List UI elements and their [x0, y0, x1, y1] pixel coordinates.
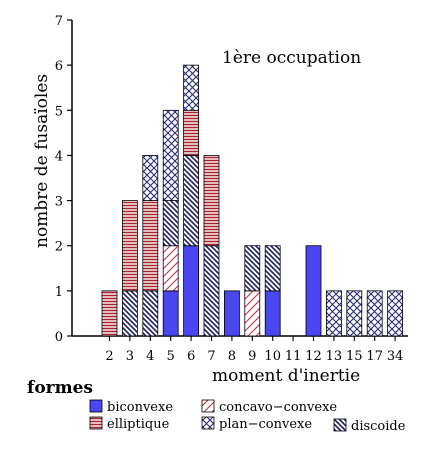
bar-segment-biconvexe [223, 290, 240, 337]
bar-segment-discoide [203, 245, 220, 337]
y-tick-label: 0 [55, 330, 63, 345]
bar-segment-biconvexe [264, 290, 281, 337]
bar-segment-biconvexe [162, 290, 179, 337]
y-axis-label: nombre de fusaïoles [32, 74, 52, 248]
x-axis-ticks: 2 3 4 5 6 7 8 9 10 11 12 13 15 17 34 [105, 336, 403, 364]
legend-label-concavo: concavo−convexe [219, 400, 337, 415]
bar-segment-concavo [162, 245, 179, 292]
bar-segment-elliptique [203, 155, 220, 247]
y-tick-label: 6 [55, 59, 63, 74]
x-tick-label: 13 [326, 349, 343, 364]
x-tick-label: 10 [264, 349, 281, 364]
bar-segment-elliptique [183, 109, 200, 156]
bars-group [101, 64, 404, 337]
x-tick-label: 4 [146, 349, 154, 364]
legend-label-discoide: discoide [351, 419, 406, 434]
x-axis-label: moment d'inertie [212, 366, 360, 386]
bar-segment-biconvexe [183, 245, 200, 337]
bar-segment-elliptique [101, 290, 118, 337]
legend-swatch-elliptique [89, 416, 103, 430]
legend-label-biconvexe: biconvexe [107, 400, 173, 415]
bar-segment-elliptique [122, 200, 138, 292]
legend-swatch-concavo [201, 399, 215, 413]
chart-title: 1ère occupation [222, 48, 361, 68]
bar-segment-discoide [162, 200, 179, 247]
legend-label-elliptique: elliptique [107, 417, 170, 432]
x-tick-label: 15 [346, 349, 363, 364]
bar-segment-discoide [264, 245, 281, 292]
y-tick-label: 3 [55, 195, 63, 210]
bar-segment-plan [183, 64, 200, 111]
bar-segment-plan [387, 290, 404, 337]
bar-segment-plan [346, 290, 363, 337]
x-tick-label: 34 [387, 349, 404, 364]
x-tick-label: 6 [187, 349, 195, 364]
bar-segment-discoide [142, 290, 159, 337]
bar-segment-concavo [244, 290, 261, 337]
bar-segment-discoide [183, 155, 200, 247]
y-tick-label: 1 [55, 285, 63, 300]
bar-segment-discoide [122, 290, 138, 337]
y-axis-ticks: 0 1 2 3 4 5 6 7 [55, 14, 72, 345]
y-tick-label: 5 [55, 104, 63, 119]
x-tick-label: 9 [248, 349, 256, 364]
bar-segment-plan [325, 290, 342, 337]
bar-segment-biconvexe [305, 245, 322, 337]
bar-segment-plan [366, 290, 383, 337]
y-tick-label: 2 [55, 240, 63, 255]
legend-label-plan: plan−convexe [219, 417, 312, 432]
x-tick-label: 11 [285, 349, 302, 364]
legend-title: formes [27, 378, 93, 398]
legend-swatch-discoide [333, 418, 347, 432]
bar-segment-discoide [244, 245, 261, 292]
bar-segment-plan [162, 109, 179, 201]
legend: formes biconvexe concavo−convexe elliptiqu… [27, 378, 406, 434]
x-tick-label: 17 [366, 349, 383, 364]
y-tick-label: 4 [55, 149, 63, 164]
y-tick-label: 7 [55, 14, 63, 29]
bar-segment-elliptique [142, 200, 159, 292]
legend-swatch-biconvexe [89, 399, 103, 413]
x-tick-label: 7 [207, 349, 215, 364]
x-tick-label: 8 [228, 349, 236, 364]
bar-segment-plan [142, 155, 159, 201]
x-tick-label: 12 [305, 349, 322, 364]
x-tick-label: 2 [105, 349, 113, 364]
x-tick-label: 5 [167, 349, 175, 364]
x-tick-label: 3 [126, 349, 134, 364]
legend-swatch-plan [201, 416, 215, 430]
